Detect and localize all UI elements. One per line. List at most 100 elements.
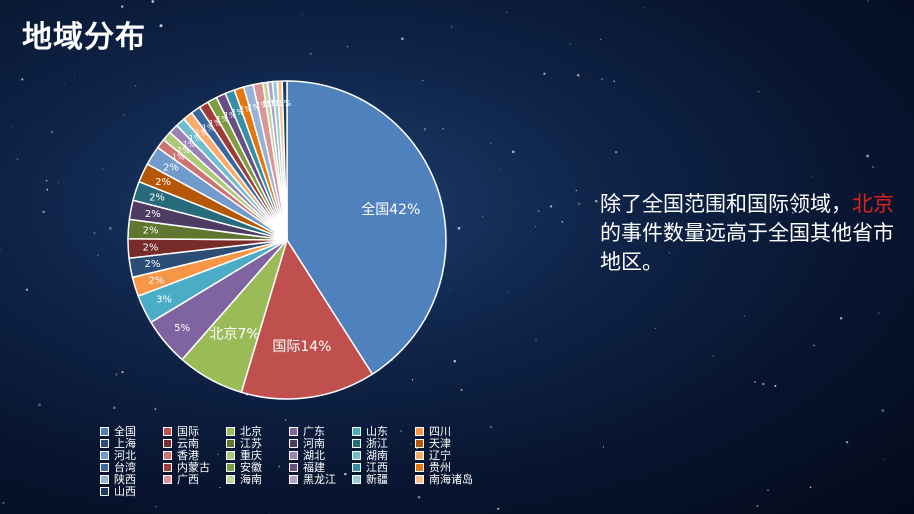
- legend-label: 上海: [114, 437, 136, 450]
- pie-data-label: 2%: [145, 209, 161, 220]
- pie-data-label: 1%: [231, 108, 244, 117]
- legend-item: 陕西: [100, 473, 163, 486]
- legend-label: 天津: [429, 437, 451, 450]
- legend-item: 江西: [352, 461, 415, 474]
- legend-item: 辽宁: [415, 449, 478, 462]
- pie-data-label: 1%: [209, 119, 222, 128]
- pie-data-label: 2%: [143, 226, 159, 237]
- pie-data-label: 2%: [155, 177, 171, 188]
- legend-label: 北京: [240, 425, 262, 438]
- legend-item: 山西: [100, 485, 163, 498]
- legend-label: 安徽: [240, 461, 262, 474]
- legend-swatch: [352, 450, 361, 460]
- legend-item: 四川: [415, 425, 478, 438]
- legend-item: 黑龙江: [289, 473, 352, 486]
- legend-swatch: [289, 462, 298, 472]
- pie-data-label: 3%: [156, 295, 172, 306]
- pie-data-label: 1%: [177, 146, 190, 155]
- page-title: 地域分布: [22, 20, 146, 55]
- pie-data-label: 北京7%: [209, 327, 259, 343]
- pie-data-label: 1%: [256, 101, 269, 110]
- legend-label: 山东: [366, 425, 388, 438]
- legend-item: 湖南: [352, 449, 415, 462]
- pie-data-label: 1%: [224, 111, 237, 120]
- legend-item: 广东: [289, 425, 352, 438]
- legend-swatch: [100, 450, 109, 460]
- legend-swatch: [163, 462, 172, 472]
- legend-item: 香港: [163, 449, 226, 462]
- legend-label: 江苏: [240, 437, 262, 450]
- legend-item: 安徽: [226, 461, 289, 474]
- legend-item: 广西: [163, 473, 226, 486]
- legend-label: 贵州: [429, 461, 451, 474]
- pie-data-label: 2%: [144, 259, 160, 270]
- pie-data-label: 1%: [274, 99, 287, 108]
- legend-item: 南海诸岛: [415, 473, 478, 486]
- legend-label: 全国: [114, 425, 136, 438]
- pie-data-label: 2%: [143, 242, 159, 253]
- legend-label: 河南: [303, 437, 325, 450]
- pie-data-label: 1%: [195, 129, 208, 138]
- legend-item: 浙江: [352, 437, 415, 450]
- legend-item: 新疆: [352, 473, 415, 486]
- pie-data-label: 1%: [216, 115, 229, 124]
- pie-data-label: 2%: [149, 193, 165, 204]
- legend-item: 国际: [163, 425, 226, 438]
- legend-swatch: [163, 474, 172, 484]
- pie-data-label: 1%: [262, 100, 275, 109]
- legend-swatch: [226, 462, 235, 472]
- legend-swatch: [289, 450, 298, 460]
- pie-data-label: 2%: [148, 275, 164, 286]
- pie-data-label: 2%: [163, 162, 179, 173]
- pie-slice-31: [281, 80, 288, 241]
- pie-data-label: 1%: [202, 124, 215, 133]
- legend-label: 广西: [177, 473, 199, 486]
- legend-swatch: [226, 450, 235, 460]
- legend-swatch: [415, 426, 424, 436]
- legend-item: 台湾: [100, 461, 163, 474]
- pie-data-label: 1%: [247, 103, 260, 112]
- legend-swatch: [352, 438, 361, 448]
- legend-label: 河北: [114, 449, 136, 462]
- legend-swatch: [289, 438, 298, 448]
- legend-swatch: [100, 438, 109, 448]
- legend-item: 贵州: [415, 461, 478, 474]
- legend-swatch: [163, 450, 172, 460]
- legend-label: 江西: [366, 461, 388, 474]
- legend-label: 山西: [114, 485, 136, 498]
- legend-swatch: [100, 462, 109, 472]
- legend-swatch: [100, 426, 109, 436]
- pie-data-label: 1%: [189, 134, 202, 143]
- legend-swatch: [415, 462, 424, 472]
- legend-label: 重庆: [240, 449, 262, 462]
- legend-label: 海南: [240, 473, 262, 486]
- legend-swatch: [226, 474, 235, 484]
- legend-label: 香港: [177, 449, 199, 462]
- legend-swatch: [100, 486, 109, 496]
- legend-swatch: [289, 474, 298, 484]
- legend-item: 北京: [226, 425, 289, 438]
- legend-item: 海南: [226, 473, 289, 486]
- caption-suffix: 的事件数量远高于全国其他省市地区。: [600, 221, 894, 274]
- chart-caption: 除了全国范围和国际领域，北京的事件数量远高于全国其他省市地区。: [600, 190, 900, 277]
- legend-swatch: [352, 462, 361, 472]
- pie-data-label: 1%: [172, 153, 185, 162]
- pie-data-label: 全国42%: [361, 201, 420, 218]
- pie-data-label: 1%: [279, 99, 292, 108]
- legend-item: 湖北: [289, 449, 352, 462]
- legend-item: 山东: [352, 425, 415, 438]
- pie-data-label: 1%: [270, 99, 283, 108]
- legend-item: 河北: [100, 449, 163, 462]
- legend-swatch: [289, 426, 298, 436]
- legend-item: 上海: [100, 437, 163, 450]
- legend-label: 浙江: [366, 437, 388, 450]
- pie-data-label: 1%: [239, 105, 252, 114]
- legend-swatch: [415, 438, 424, 448]
- legend-swatch: [415, 450, 424, 460]
- legend-label: 四川: [429, 425, 451, 438]
- legend-item: 全国: [100, 425, 163, 438]
- pie-data-label: 1%: [183, 140, 196, 149]
- legend-label: 广东: [303, 425, 325, 438]
- legend-label: 湖南: [366, 449, 388, 462]
- legend-label: 国际: [177, 425, 199, 438]
